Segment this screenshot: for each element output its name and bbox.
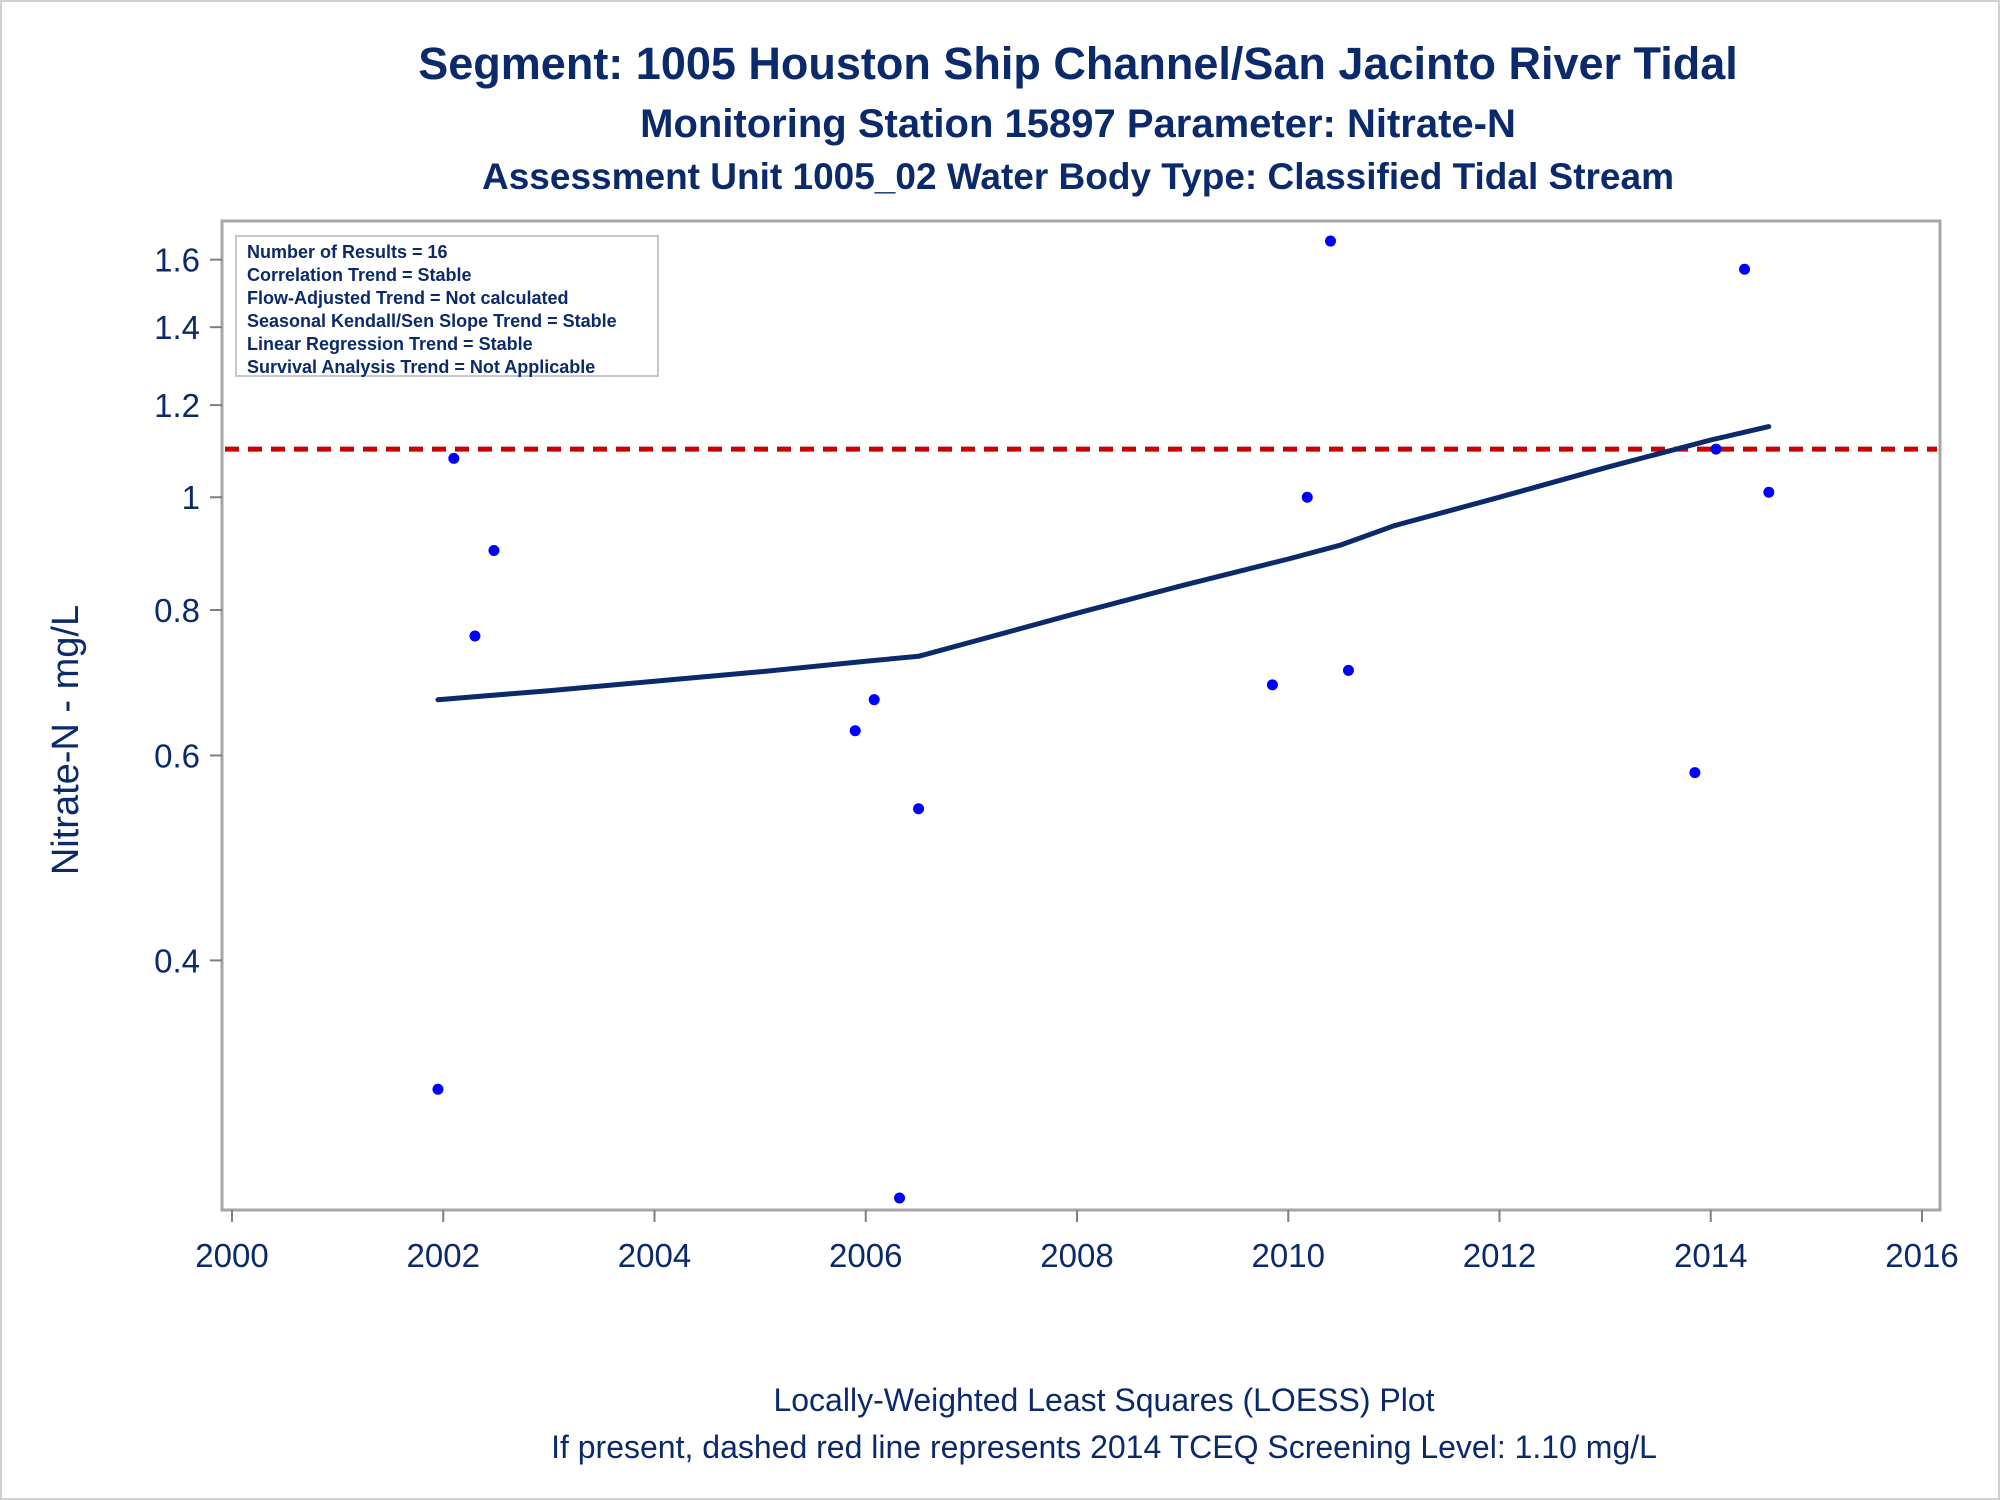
data-point	[488, 545, 500, 557]
y-tick-label: 1.4	[154, 309, 200, 346]
y-tick-label: 0.8	[154, 592, 200, 629]
data-point	[1739, 263, 1751, 275]
x-tick-label: 2008	[1040, 1237, 1113, 1274]
data-point	[432, 1083, 444, 1095]
legend-entry: Linear Regression Trend = Stable	[247, 334, 533, 354]
data-point	[1301, 491, 1313, 503]
data-point	[469, 630, 481, 642]
legend-box	[235, 235, 659, 377]
y-tick-label: 1.6	[154, 242, 200, 279]
y-tick-label: 1.2	[154, 387, 200, 424]
x-tick-label: 2006	[829, 1237, 902, 1274]
x-tick-label: 2016	[1885, 1237, 1958, 1274]
legend-entry: Number of Results = 16	[247, 242, 448, 262]
chart-title: Segment: 1005 Houston Ship Channel/San J…	[418, 38, 1738, 89]
legend-entry: Flow-Adjusted Trend = Not calculated	[247, 288, 569, 308]
y-tick-label: 0.4	[154, 942, 200, 979]
data-point	[1710, 443, 1722, 455]
data-point	[1763, 486, 1775, 498]
data-point	[913, 803, 925, 815]
x-tick-label: 2002	[407, 1237, 480, 1274]
legend-entry: Correlation Trend = Stable	[247, 265, 472, 285]
x-tick-label: 2010	[1252, 1237, 1325, 1274]
loess-line-group	[435, 424, 1772, 703]
y-axis-label: Nitrate-N - mg/L	[45, 605, 87, 875]
data-point	[1325, 235, 1336, 247]
data-point	[1342, 664, 1354, 676]
data-point	[894, 1192, 906, 1204]
y-tick-label: 0.6	[154, 737, 200, 774]
x-tick-label: 2004	[618, 1237, 691, 1274]
footnote-screening-level: If present, dashed red line represents 2…	[551, 1429, 1657, 1465]
data-point	[448, 452, 460, 464]
x-tick-label: 2000	[195, 1237, 268, 1274]
footnote-loess: Locally-Weighted Least Squares (LOESS) P…	[773, 1382, 1435, 1418]
loess-trend-line	[435, 424, 1772, 703]
x-tick-label: 2012	[1463, 1237, 1536, 1274]
plot-area-border	[220, 219, 1942, 1212]
legend-entry: Survival Analysis Trend = Not Applicable	[247, 357, 595, 377]
data-point	[1266, 679, 1278, 691]
x-tick-label: 2014	[1674, 1237, 1747, 1274]
y-tick-label: 1	[182, 479, 200, 516]
axes-group: 2000 2002 2004 2006 2008 2010 2012 2014 2016 0.4 0…	[154, 219, 1959, 1274]
data-point	[868, 694, 880, 706]
chart-subtitle-2: Assessment Unit 1005_02 Water Body Type:…	[482, 156, 1674, 197]
scatter-points-group	[432, 235, 1775, 1204]
legend-entry: Seasonal Kendall/Sen Slope Trend = Stabl…	[247, 311, 617, 331]
data-point	[849, 725, 861, 737]
legend-group: Number of Results = 16 Correlation Trend …	[235, 235, 659, 377]
data-point	[1689, 767, 1701, 779]
chart-subtitle-1: Monitoring Station 15897 Parameter: Nitr…	[640, 102, 1516, 146]
